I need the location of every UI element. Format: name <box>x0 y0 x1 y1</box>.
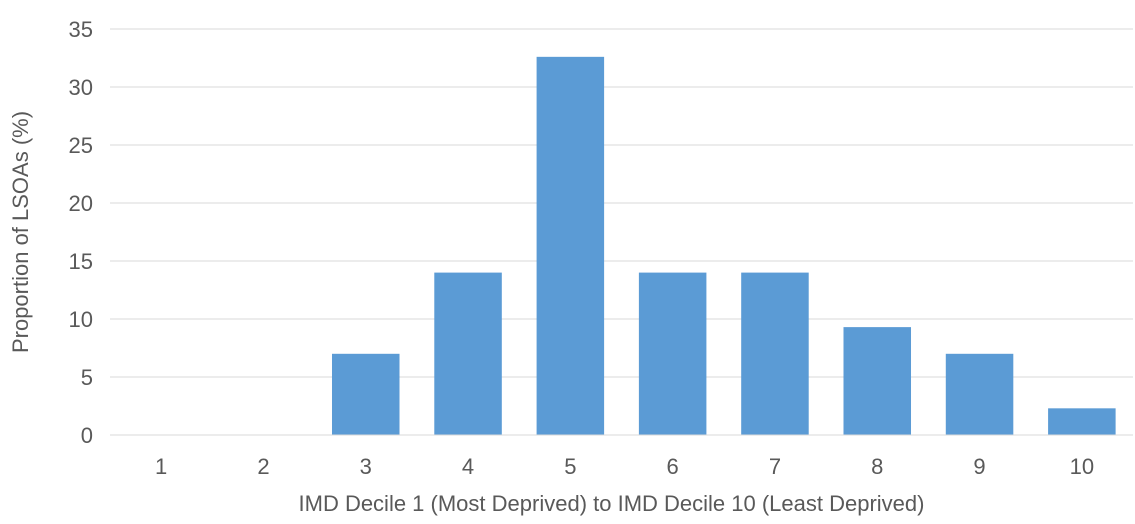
y-tick-label: 10 <box>69 307 93 332</box>
bar-decile-8 <box>843 327 912 435</box>
bar-decile-4 <box>434 272 502 435</box>
gridlines <box>110 28 1133 378</box>
bar-decile-7 <box>741 272 809 435</box>
y-axis-title: Proportion of LSOAs (%) <box>8 111 33 353</box>
y-tick-label: 30 <box>69 75 93 100</box>
x-tick-label: 10 <box>1070 454 1094 479</box>
x-axis-title: IMD Decile 1 (Most Deprived) to IMD Deci… <box>299 491 925 516</box>
x-tick-label: 7 <box>769 454 781 479</box>
bar-decile-10 <box>1048 408 1116 435</box>
x-axis-ticks: 1 2 3 4 5 6 7 8 9 10 <box>155 454 1094 479</box>
x-tick-label: 5 <box>564 454 576 479</box>
y-tick-label: 20 <box>69 191 93 216</box>
bar-decile-3 <box>331 353 400 435</box>
x-tick-label: 6 <box>667 454 679 479</box>
x-tick-label: 1 <box>155 454 167 479</box>
bar-decile-9 <box>945 353 1014 435</box>
y-tick-label: 0 <box>81 423 93 448</box>
x-tick-label: 8 <box>871 454 883 479</box>
y-tick-label: 5 <box>81 365 93 390</box>
y-tick-label: 25 <box>69 133 93 158</box>
bar-decile-5 <box>536 56 605 436</box>
x-tick-label: 4 <box>462 454 474 479</box>
x-tick-label: 9 <box>973 454 985 479</box>
y-axis-ticks: 0 5 10 15 20 25 30 35 <box>69 17 93 448</box>
bar-decile-6 <box>638 272 707 435</box>
bars <box>331 56 1116 436</box>
x-tick-label: 3 <box>360 454 372 479</box>
y-tick-label: 35 <box>69 17 93 42</box>
y-tick-label: 15 <box>69 249 93 274</box>
x-tick-label: 2 <box>257 454 269 479</box>
